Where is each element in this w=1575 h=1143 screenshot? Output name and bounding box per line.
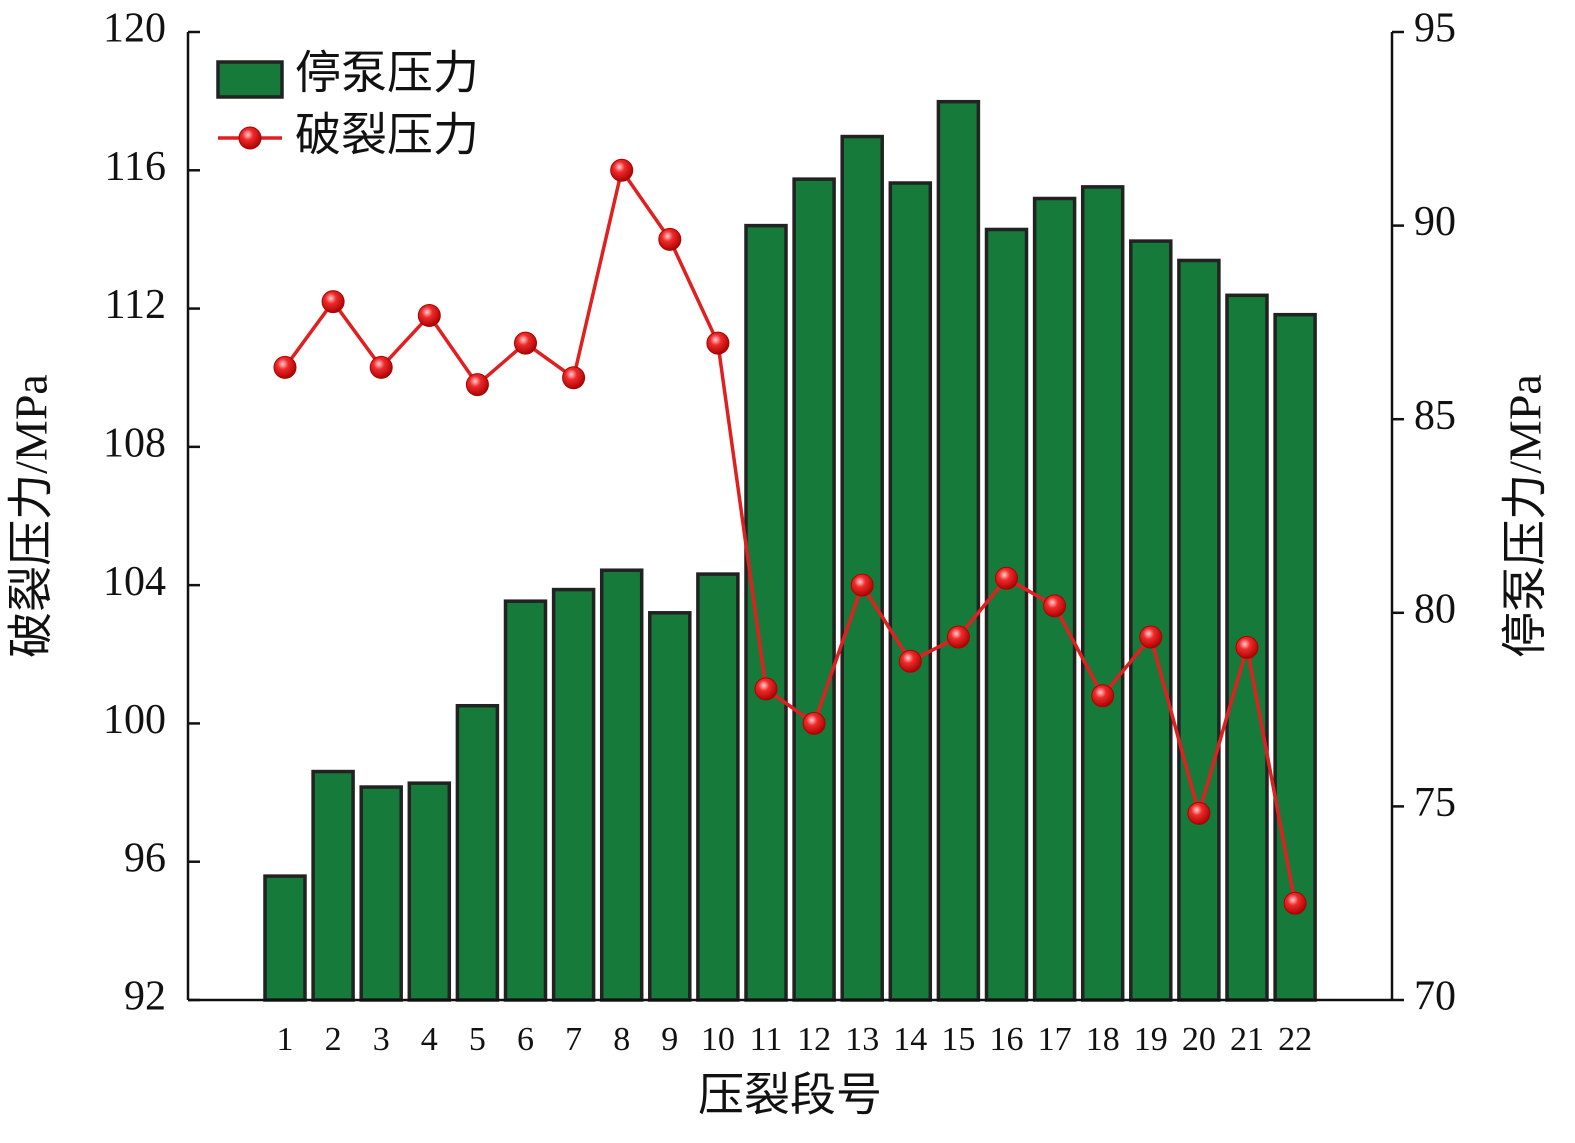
x-tick-label: 11 — [750, 1021, 783, 1058]
bar — [359, 785, 403, 1002]
bar — [696, 572, 740, 1002]
marker — [802, 711, 826, 735]
bar — [455, 703, 500, 1002]
legend-label: 停泵压力 — [295, 48, 479, 99]
marker — [321, 290, 345, 314]
marker — [562, 366, 586, 390]
x-tick-label: 20 — [1182, 1021, 1216, 1058]
bar — [648, 611, 692, 1002]
x-axis-title: 压裂段号 — [698, 1070, 882, 1121]
y2-tick-label: 80 — [1414, 586, 1456, 632]
x-tick-label: 1 — [277, 1021, 294, 1058]
marker — [706, 331, 730, 355]
bar — [599, 568, 644, 1002]
marker — [754, 677, 778, 701]
x-tick-label: 10 — [701, 1021, 735, 1058]
marker — [465, 373, 489, 397]
x-tick-label: 2 — [325, 1021, 342, 1058]
y-tick-label: 100 — [103, 697, 166, 743]
x-tick-label: 12 — [797, 1021, 831, 1058]
bar — [984, 227, 1029, 1002]
x-tick-label: 9 — [661, 1021, 678, 1058]
x-tick-label: 17 — [1038, 1021, 1072, 1058]
legend-swatch — [216, 60, 284, 99]
bar — [1080, 185, 1125, 1002]
x-tick-label: 16 — [990, 1021, 1024, 1058]
y-tick-label: 92 — [124, 974, 166, 1020]
bar — [551, 587, 596, 1002]
bar — [744, 223, 788, 1002]
y2-tick-label: 85 — [1414, 393, 1456, 439]
x-tick-label: 13 — [845, 1021, 879, 1058]
x-tick-label: 18 — [1086, 1021, 1120, 1058]
bar — [503, 599, 548, 1002]
bar — [311, 769, 355, 1002]
line — [283, 166, 1297, 904]
legend-marker — [238, 126, 262, 150]
x-tick-label: 7 — [565, 1021, 582, 1058]
x-tick-label: 3 — [373, 1021, 390, 1058]
marker — [1091, 684, 1115, 708]
y-tick-label: 108 — [103, 420, 166, 466]
marker — [898, 649, 922, 673]
y2-axis-title: 停泵压力/MPa — [1500, 374, 1551, 658]
x-tick-label: 4 — [421, 1021, 438, 1058]
y-tick-label: 104 — [103, 559, 166, 605]
marker — [417, 303, 441, 327]
marker — [946, 625, 970, 649]
y2-tick-label: 70 — [1414, 974, 1456, 1020]
x-tick-label: 22 — [1278, 1021, 1312, 1058]
y-tick-label: 120 — [103, 6, 166, 52]
x-tick-label: 8 — [613, 1021, 630, 1058]
x-tick-label: 19 — [1134, 1021, 1168, 1058]
x-tick-label: 14 — [893, 1021, 927, 1058]
marker — [1139, 625, 1163, 649]
bar — [407, 781, 452, 1002]
y2-tick-label: 90 — [1414, 199, 1456, 245]
x-tick-label: 5 — [469, 1021, 486, 1058]
y-tick-label: 96 — [124, 835, 166, 881]
marker — [658, 227, 682, 251]
y2-tick-label: 75 — [1414, 780, 1456, 826]
marker — [850, 573, 874, 597]
bar — [888, 181, 933, 1002]
bar — [936, 99, 981, 1002]
bar — [1129, 239, 1173, 1002]
marker — [273, 355, 297, 379]
marker — [1235, 635, 1259, 659]
x-tick-label: 6 — [517, 1021, 534, 1058]
x-tick-label: 21 — [1230, 1021, 1264, 1058]
marker — [514, 331, 537, 355]
marker — [995, 566, 1018, 590]
y2-tick-label: 95 — [1414, 6, 1456, 52]
x-tick-label: 15 — [941, 1021, 975, 1058]
bar — [840, 134, 884, 1002]
marker — [1283, 891, 1307, 915]
bar — [1177, 258, 1221, 1002]
y-tick-label: 116 — [105, 144, 166, 190]
marker — [610, 158, 634, 182]
y-tick-label: 112 — [105, 282, 166, 328]
legend-label: 破裂压力 — [295, 110, 479, 161]
marker — [1043, 594, 1067, 618]
bar — [792, 177, 836, 1002]
bar — [263, 874, 307, 1002]
marker — [1187, 801, 1211, 825]
marker — [369, 355, 393, 379]
y-axis-title: 破裂压力/MPa — [6, 374, 57, 658]
